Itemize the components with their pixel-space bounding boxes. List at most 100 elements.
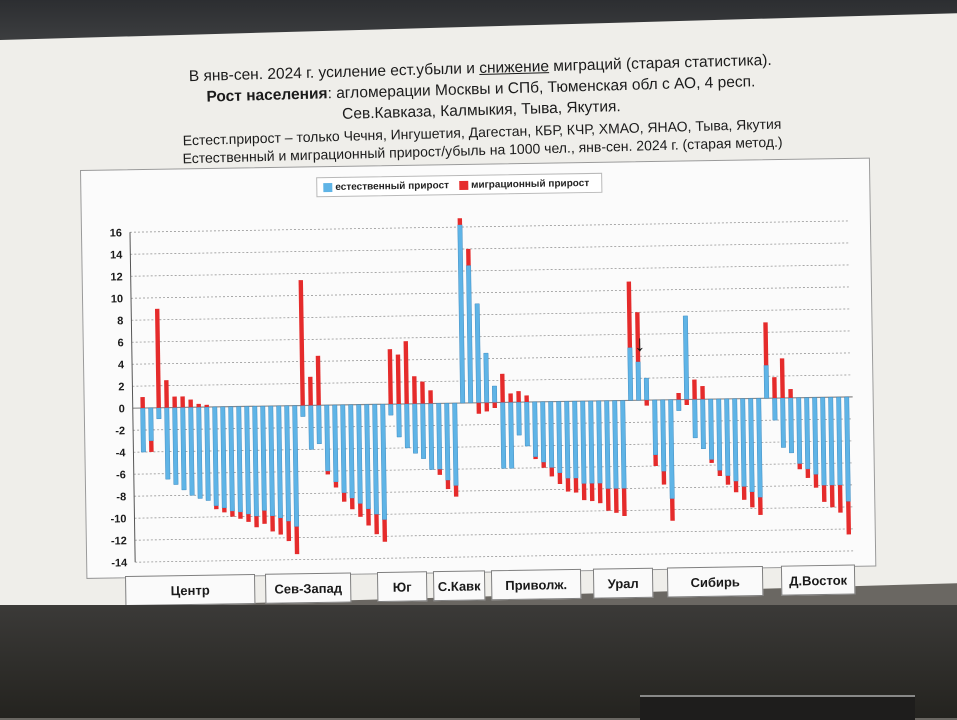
bar-natural <box>268 405 275 517</box>
foreground-device <box>640 695 915 720</box>
bar-natural <box>540 401 547 463</box>
bar-natural <box>676 399 682 411</box>
bar-migration <box>196 403 201 408</box>
bar-migration <box>797 463 802 470</box>
bar-migration <box>605 488 611 511</box>
bar-migration <box>325 471 331 475</box>
bar-natural <box>228 406 235 512</box>
bar-migration <box>420 381 425 404</box>
gridline <box>130 264 851 277</box>
bar-natural <box>404 403 410 449</box>
bar-migration <box>500 373 505 403</box>
gridline <box>134 528 855 541</box>
bar-natural <box>780 397 786 448</box>
bar-migration <box>254 516 259 528</box>
bar-migration <box>382 519 388 542</box>
arrow-annotation: ↓ <box>634 331 645 356</box>
bar-migration <box>294 526 300 555</box>
bar-migration <box>188 399 193 408</box>
bar-migration <box>428 390 433 404</box>
bar-migration <box>684 399 689 406</box>
bar-natural <box>372 404 379 515</box>
bar-natural <box>396 403 402 438</box>
bar-migration <box>298 280 305 406</box>
gridline <box>129 220 850 233</box>
bar-migration <box>700 386 705 400</box>
bar-natural <box>428 403 435 470</box>
bar-migration <box>164 380 169 408</box>
bar-natural <box>236 406 243 513</box>
bar-natural <box>556 401 563 474</box>
bar-natural <box>668 399 675 499</box>
bar-natural <box>836 396 843 486</box>
bar-natural <box>492 385 498 403</box>
bar-migration <box>466 248 471 266</box>
bar-migration <box>565 478 571 492</box>
title-line-1-end: миграций (старая статистика). <box>548 51 772 76</box>
bar-migration <box>453 485 459 497</box>
bar-natural <box>466 265 474 404</box>
bar-migration <box>154 308 161 408</box>
bar-natural <box>844 396 851 502</box>
bar-migration <box>445 480 451 490</box>
gridline <box>131 286 851 299</box>
bar-migration <box>533 456 538 460</box>
bar-migration <box>286 521 292 542</box>
bar-migration <box>222 507 227 513</box>
bar-natural <box>820 397 827 486</box>
bar-migration <box>180 396 185 408</box>
bar-migration <box>230 511 235 517</box>
bar-chart: 16 14 12 10 8 6 4 2 0 -2 -4 -6 -8 -10 -12 -14 ↓ <box>110 218 856 570</box>
bar-migration <box>763 322 769 366</box>
bar-natural <box>172 407 179 485</box>
bar-natural <box>420 403 426 459</box>
bar-migration <box>484 402 490 412</box>
bar-natural <box>788 397 794 454</box>
bar-natural <box>388 403 394 416</box>
bar-natural <box>740 398 747 487</box>
bar-natural <box>772 397 778 421</box>
region-label-south: Юг <box>376 571 428 603</box>
y-tick-label: -14 <box>111 557 128 569</box>
bar-natural <box>324 404 331 472</box>
y-tick-label: 4 <box>118 359 125 371</box>
bar-migration <box>589 483 595 502</box>
bar-migration <box>846 501 852 535</box>
bar-natural <box>284 405 291 522</box>
bar-migration <box>670 498 675 521</box>
bar-migration <box>412 376 417 404</box>
y-tick-label: -10 <box>110 513 126 525</box>
bar-migration <box>749 491 755 508</box>
bar-migration <box>172 396 177 408</box>
bar-migration <box>492 402 497 409</box>
bar-natural <box>356 404 363 504</box>
bar-natural <box>748 398 755 493</box>
bar-natural <box>580 400 587 484</box>
bar-natural <box>572 401 579 479</box>
bar-migration <box>140 397 145 409</box>
bar-migration <box>349 498 355 510</box>
region-label-northwest: Сев-Запад <box>264 572 352 604</box>
bar-natural <box>483 352 490 403</box>
bar-migration <box>278 518 283 535</box>
gridline <box>130 242 851 255</box>
bar-natural <box>412 403 418 454</box>
bar-natural <box>796 397 803 464</box>
bar-natural <box>682 315 690 400</box>
bar-natural <box>756 398 763 498</box>
bar-natural <box>604 400 611 489</box>
bar-migration <box>597 483 603 504</box>
y-tick-label: -4 <box>116 447 127 459</box>
bar-natural <box>652 399 658 456</box>
y-axis <box>129 232 136 563</box>
bar-natural <box>300 405 306 417</box>
bar-natural <box>548 401 555 468</box>
bar-natural <box>643 377 650 401</box>
bar-natural <box>244 406 251 515</box>
bar-migration <box>573 478 579 493</box>
bar-migration <box>214 505 219 510</box>
bar-migration <box>524 395 529 403</box>
bar-natural <box>188 407 195 496</box>
bar-migration <box>541 462 546 468</box>
bar-migration <box>204 404 209 408</box>
